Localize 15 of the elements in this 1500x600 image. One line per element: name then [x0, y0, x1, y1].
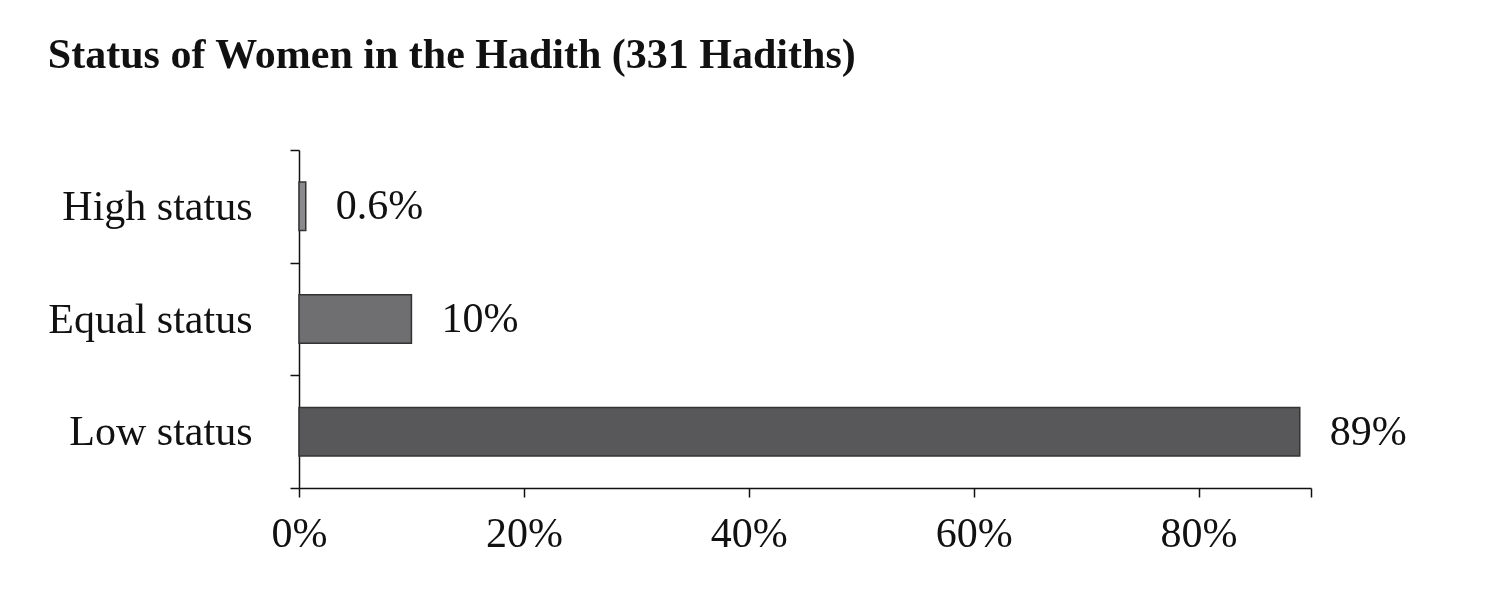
y-tick-label: Low status [69, 408, 253, 455]
chart-title: Status of Women in the Hadith (331 Hadiths) [47, 31, 856, 78]
y-tick-label: Equal status [48, 295, 253, 342]
x-tick-label: 0% [271, 509, 328, 556]
y-tick-label: High status [62, 182, 253, 229]
data-label: 89% [1329, 407, 1407, 454]
x-tick-label: 20% [485, 509, 563, 556]
data-label: 0.6% [335, 182, 424, 229]
bar [298, 294, 413, 344]
x-tick-label: 80% [1160, 509, 1238, 556]
data-label: 10% [441, 295, 519, 341]
x-tick-label: 40% [710, 509, 788, 556]
bar [298, 406, 1301, 457]
bar [298, 181, 307, 232]
x-tick-label: 60% [935, 509, 1013, 556]
